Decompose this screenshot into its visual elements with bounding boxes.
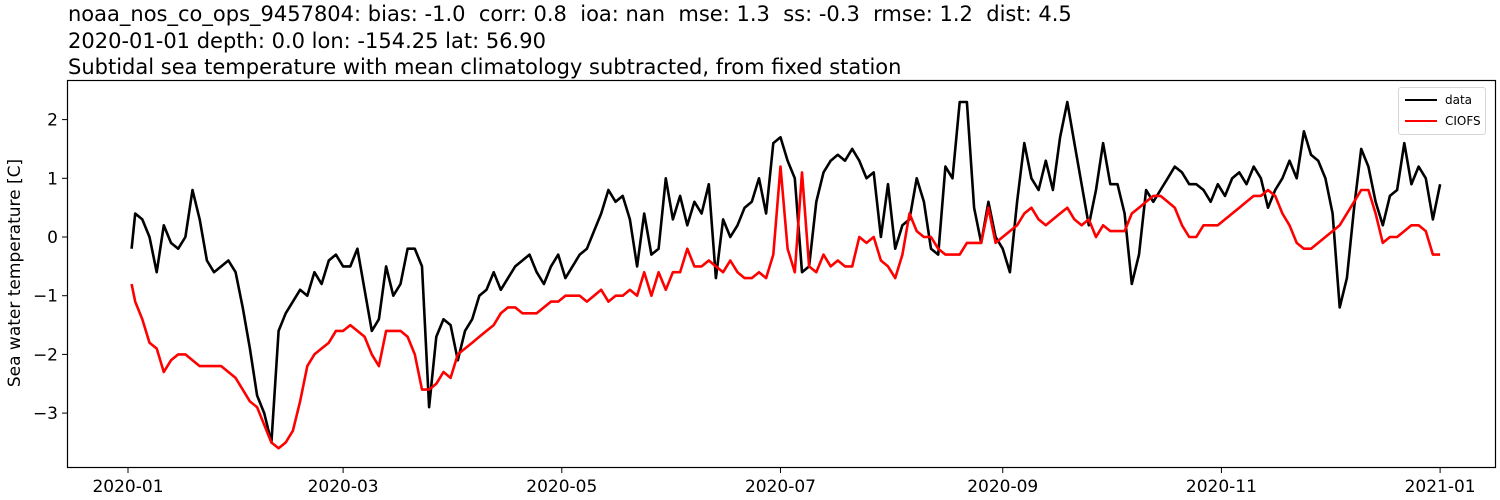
legend-item-ciofs: CIOFS bbox=[1405, 113, 1481, 129]
x-tick-label: 2021-01 bbox=[1405, 477, 1476, 497]
x-tick-label: 2020-09 bbox=[967, 477, 1038, 497]
x-tick-label: 2020-07 bbox=[745, 477, 816, 497]
y-tick-label: 0 bbox=[47, 228, 58, 248]
x-tick-label: 2020-05 bbox=[526, 477, 597, 497]
chart-title-description: Subtidal sea temperature with mean clima… bbox=[68, 55, 902, 79]
series-line-data bbox=[130, 100, 1442, 444]
y-tick-label: −1 bbox=[33, 287, 58, 307]
y-tick-label: 1 bbox=[47, 169, 58, 189]
y-axis-label: Sea water temperature [C] bbox=[5, 159, 25, 387]
legend-label-data: data bbox=[1445, 93, 1473, 107]
plot-lines bbox=[130, 100, 1442, 450]
plot-frame bbox=[66, 79, 1497, 469]
x-tick-label: 2020-11 bbox=[1186, 477, 1257, 497]
chart-title-metrics: noaa_nos_co_ops_9457804: bias: -1.0 corr… bbox=[68, 2, 1072, 26]
x-tick-label: 2020-01 bbox=[92, 477, 163, 497]
y-axis: −3 −2 −1 0 1 2 bbox=[33, 111, 68, 424]
legend: data CIOFS bbox=[1398, 87, 1486, 135]
series-line-ciofs bbox=[130, 165, 1441, 450]
x-axis: 2020-01 2020-03 2020-05 2020-07 2020-09 2020-… bbox=[92, 467, 1476, 497]
y-tick-label: 2 bbox=[47, 111, 58, 131]
legend-swatch-ciofs bbox=[1405, 119, 1437, 123]
legend-swatch-data bbox=[1405, 98, 1437, 102]
legend-item-data: data bbox=[1405, 92, 1472, 108]
x-tick-label: 2020-03 bbox=[308, 477, 379, 497]
y-tick-label: −3 bbox=[33, 404, 58, 424]
chart-title-location: 2020-01-01 depth: 0.0 lon: -154.25 lat: … bbox=[68, 29, 546, 53]
legend-label-ciofs: CIOFS bbox=[1445, 114, 1481, 128]
y-tick-label: −2 bbox=[33, 345, 58, 365]
